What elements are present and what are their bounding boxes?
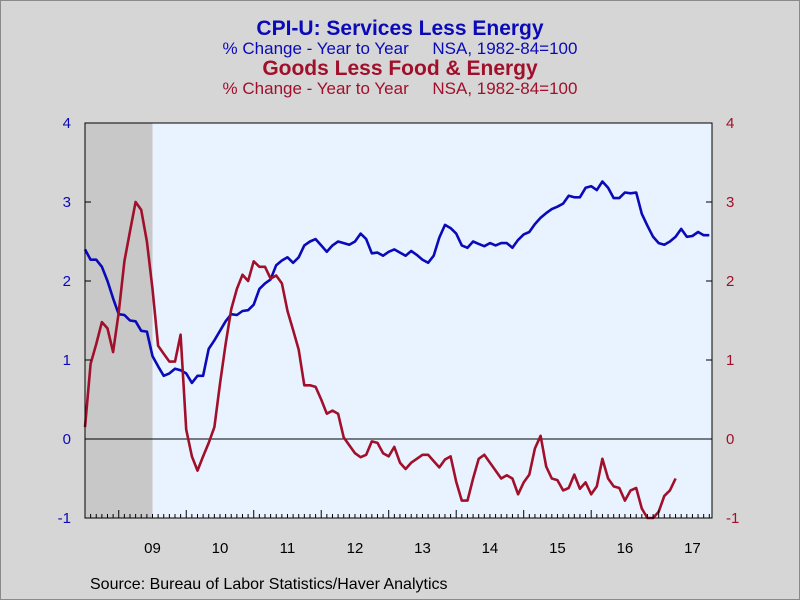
y-tick-label-right: 3 [726, 194, 734, 211]
plot-border [84, 122, 713, 519]
x-tick-label: 14 [482, 540, 499, 557]
y-tick-label-right: 4 [726, 115, 734, 132]
x-tick-label: 09 [144, 540, 161, 557]
chart-subtitle-services: % Change - Year to Year NSA, 1982-84=100 [222, 39, 578, 58]
y-tick-label-right: 1 [726, 352, 734, 369]
series-line-services [83, 180, 710, 385]
y-tick-label-left: 0 [63, 431, 71, 448]
y-tick-label-right: 2 [726, 273, 734, 290]
x-tick-label: 11 [280, 540, 296, 557]
x-tick-label: 13 [414, 540, 431, 557]
chart-subtitle-goods: % Change - Year to Year NSA, 1982-84=100 [222, 79, 578, 98]
x-tick-label: 16 [617, 540, 634, 557]
x-tick-label: 10 [212, 540, 229, 557]
series-line-goods [83, 200, 677, 520]
source-note: Source: Bureau of Labor Statistics/Haver… [90, 576, 448, 593]
y-tick-label-left: 4 [63, 115, 71, 132]
x-tick-label: 17 [684, 540, 701, 557]
chart-title-goods: Goods Less Food & Energy [262, 57, 538, 80]
y-tick-label-right: 0 [726, 431, 734, 448]
chart-titles: CPI-U: Services Less Energy % Change - Y… [0, 18, 800, 98]
y-tick-label-left: 3 [63, 194, 71, 211]
y-tick-label-left: -1 [58, 510, 71, 527]
chart-title-services: CPI-U: Services Less Energy [256, 17, 544, 40]
y-tick-label-left: 2 [63, 273, 71, 290]
x-tick-label: 15 [549, 540, 566, 557]
y-tick-label-left: 1 [63, 352, 71, 369]
x-tick-label: 12 [347, 540, 364, 557]
y-tick-label-right: -1 [726, 510, 739, 527]
